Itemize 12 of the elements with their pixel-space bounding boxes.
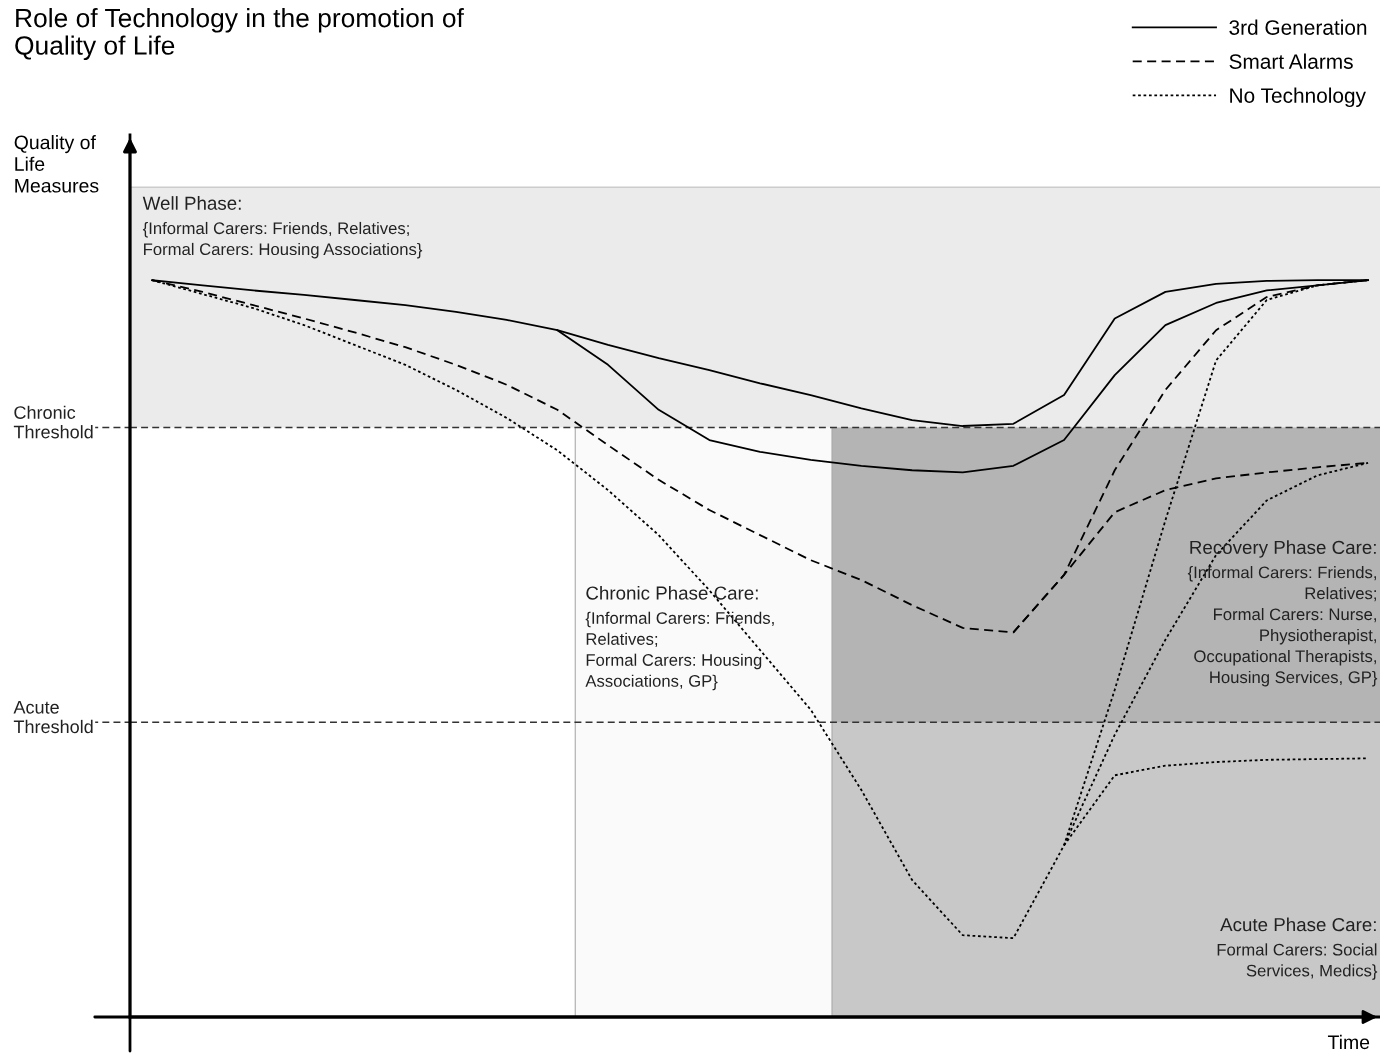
band-label: Recovery Phase Care: {Informal Carers: Friends, Relatives; Formal Carers: Nurse, Physiotherapist, Occupational Therapists, Housing Services, GP}: [1187, 540, 1378, 687]
legend-label: Smart Alarms: [1229, 53, 1353, 69]
annotation: Chronic Phase Care: {Informal Carers: Friends, Relatives; Formal Carers: Housing Associations, GP}: [585, 585, 774, 691]
ref-line-label: Acute Threshold: [13, 701, 93, 734]
ref-line-label: Chronic Threshold: [13, 405, 93, 439]
band-label: Well Phase: {Informal Carers: Friends, Relatives; Formal Carers: Housing Associations}: [142, 196, 423, 259]
y-axis-title: Quality of Life Measures: [14, 135, 99, 193]
legend-label: No Technology: [1230, 87, 1366, 108]
legend-label: 3rd Generation: [1229, 19, 1367, 35]
chart-title: Role of Technology in the promotion of Quality of Life: [15, 8, 464, 61]
annotation: Acute Phase Care: Formal Carers: Social Services, Medics}: [1217, 917, 1378, 980]
x-axis-title: Time: [1327, 1034, 1370, 1050]
